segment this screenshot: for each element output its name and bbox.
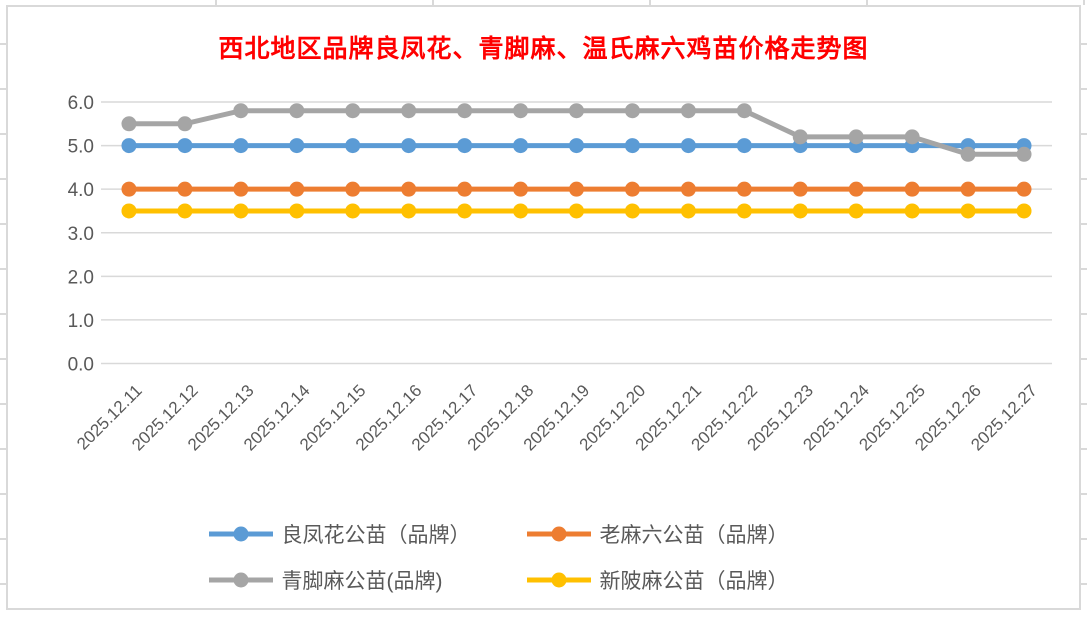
data-point[interactable] [121,181,137,197]
legend-label: 青脚麻公苗(品牌) [281,570,443,593]
data-point[interactable] [904,181,920,197]
data-point[interactable] [289,203,305,219]
data-point[interactable] [457,103,473,119]
data-point[interactable] [233,203,249,219]
data-point[interactable] [177,203,193,219]
svg-text:4.0: 4.0 [68,180,94,201]
series-1[interactable] [121,181,1032,197]
data-point[interactable] [680,138,696,154]
data-point[interactable] [904,203,920,219]
data-point[interactable] [289,138,305,154]
data-point[interactable] [457,181,473,197]
legend-item-xinbeima[interactable]: 新陂麻公苗（品牌） [526,565,879,595]
data-point[interactable] [1016,181,1032,197]
data-point[interactable] [121,138,137,154]
sheet-gridline-stubs-left [0,0,6,619]
svg-text:3.0: 3.0 [68,224,94,245]
legend-item-lianfenghua[interactable]: 良凤花公苗（品牌） [208,519,527,549]
svg-text:0.0: 0.0 [68,355,94,376]
data-point[interactable] [1016,203,1032,219]
data-point[interactable] [569,203,584,219]
data-point[interactable] [289,103,305,119]
svg-text:6.0: 6.0 [68,93,94,114]
data-point[interactable] [121,116,137,132]
data-point[interactable] [736,203,752,219]
data-point[interactable] [233,138,249,154]
data-point[interactable] [792,203,808,219]
data-point[interactable] [345,203,361,219]
data-point[interactable] [233,103,249,119]
legend-line-marker-icon [208,526,273,542]
legend-item-qingjiaoma[interactable]: 青脚麻公苗(品牌) [208,565,527,595]
data-point[interactable] [624,138,640,154]
data-point[interactable] [848,129,864,145]
data-point[interactable] [736,181,752,197]
data-point[interactable] [513,138,529,154]
data-point[interactable] [401,181,417,197]
line-chart-plot-area: 0.0 1.0 2.0 3.0 4.0 5.0 6.0 2025.12.112025.12.1… [68,93,1052,455]
data-point[interactable] [680,103,696,119]
data-point[interactable] [121,203,137,219]
chart-title: 西北地区品牌良凤花、青脚麻、温氏麻六鸡苗价格走势图 [218,35,869,63]
chart-container[interactable]: 西北地区品牌良凤花、青脚麻、温氏麻六鸡苗价格走势图 0.0 1.0 2.0 3.0 4.… [6,5,1081,610]
legend-line-marker-icon [526,526,591,542]
data-point[interactable] [569,138,584,154]
data-point[interactable] [792,129,808,145]
data-point[interactable] [513,203,529,219]
chart-legend: 良凤花公苗（品牌） 老麻六公苗（品牌） 青脚麻公苗(品牌) 新陂麻公苗（品牌） [8,519,1079,595]
data-point[interactable] [680,203,696,219]
legend-line-marker-icon [208,572,273,588]
data-point[interactable] [848,181,864,197]
data-point[interactable] [960,203,976,219]
data-point[interactable] [624,103,640,119]
legend-label: 新陂麻公苗（品牌） [599,570,789,593]
data-point[interactable] [177,181,193,197]
legend-label: 老麻六公苗（品牌） [599,524,789,547]
data-point[interactable] [345,138,361,154]
data-point[interactable] [457,203,473,219]
data-point[interactable] [680,181,696,197]
data-point[interactable] [960,181,976,197]
data-point[interactable] [904,129,920,145]
data-point[interactable] [345,181,361,197]
y-axis-tick-labels: 0.0 1.0 2.0 3.0 4.0 5.0 6.0 [68,93,94,376]
data-point[interactable] [289,181,305,197]
svg-text:5.0: 5.0 [68,137,94,158]
data-point[interactable] [569,181,584,197]
legend-line-marker-icon [526,572,591,588]
data-point[interactable] [401,203,417,219]
data-point[interactable] [569,103,584,119]
data-point[interactable] [401,138,417,154]
data-point[interactable] [177,116,193,132]
data-point[interactable] [792,181,808,197]
data-point[interactable] [624,203,640,219]
series-3[interactable] [121,203,1032,219]
series-0[interactable] [121,138,1032,154]
data-point[interactable] [848,203,864,219]
series-2[interactable] [121,103,1032,162]
data-point[interactable] [624,181,640,197]
data-point[interactable] [736,103,752,119]
data-point[interactable] [233,181,249,197]
data-point[interactable] [1016,146,1032,162]
svg-text:1.0: 1.0 [68,311,94,332]
x-axis-tick-labels: 2025.12.112025.12.122025.12.132025.12.14… [73,381,1041,455]
legend-item-laomaliu[interactable]: 老麻六公苗（品牌） [526,519,879,549]
data-point[interactable] [457,138,473,154]
data-point[interactable] [401,103,417,119]
sheet-gridline-stubs-top [0,0,1087,5]
data-point[interactable] [177,138,193,154]
data-point[interactable] [736,138,752,154]
svg-text:2.0: 2.0 [68,267,94,288]
data-point[interactable] [513,181,529,197]
data-point[interactable] [513,103,529,119]
data-point[interactable] [345,103,361,119]
sheet-gridline-stubs-right [1081,0,1087,619]
data-point[interactable] [960,146,976,162]
legend-label: 良凤花公苗（品牌） [281,524,471,547]
